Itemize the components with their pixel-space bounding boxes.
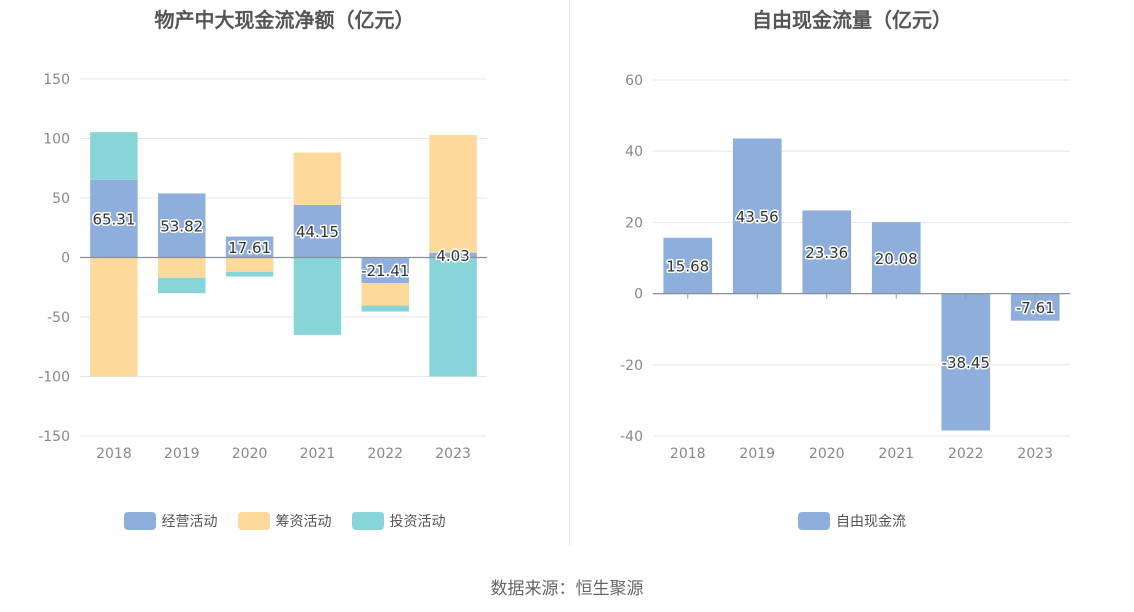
data-label: -21.41 <box>361 262 409 280</box>
bar-经营活动-2020 <box>225 236 274 258</box>
bar-投资活动-2020 <box>225 271 274 277</box>
y-tick-label: -20 <box>620 358 643 374</box>
x-tick-label: 2018 <box>670 446 706 462</box>
bar-经营活动-2023 <box>429 252 477 258</box>
legend-item[interactable]: 投资活动 <box>351 511 446 531</box>
bar-筹资活动-2020 <box>225 257 274 272</box>
bar-筹资活动-2019 <box>158 257 206 278</box>
data-label: 20.08 <box>875 250 918 268</box>
x-tick-label: 2019 <box>164 446 200 462</box>
y-tick-label: 60 <box>625 73 643 89</box>
bar-投资活动-2022 <box>361 305 409 312</box>
y-tick-label: -150 <box>38 429 70 445</box>
bar-投资活动-2019 <box>158 277 206 294</box>
free-cashflow-chart: -40 -20 0 20 40 60 2018 2019 2020 2021 2022 2023 15.… <box>620 73 1070 462</box>
bar-筹资活动-2022 <box>361 282 409 306</box>
cashflow-net-legend: 经营活动 筹资活动 投资活动 <box>0 511 569 531</box>
bar-筹资活动-2023 <box>429 134 477 253</box>
bar-投资活动-2018 <box>90 132 138 180</box>
legend-label: 筹资活动 <box>275 514 332 530</box>
y-tick-label: 150 <box>43 72 70 88</box>
x-tick-label: 2023 <box>1017 446 1053 462</box>
bar-投资活动-2023 <box>429 257 477 377</box>
legend-item[interactable]: 自由现金流 <box>798 511 906 531</box>
bar-经营活动-2021 <box>293 204 342 258</box>
bar-经营活动-2018 <box>90 179 138 258</box>
bar-自由现金流-2019 <box>732 138 782 294</box>
bar-自由现金流-2018 <box>663 237 713 294</box>
x-tick-label: 2020 <box>232 446 268 462</box>
data-label: 53.82 <box>160 217 203 235</box>
y-tick-label: -100 <box>38 370 70 386</box>
y-tick-label: 100 <box>43 132 70 148</box>
legend-item[interactable]: 经营活动 <box>123 511 218 531</box>
data-label: 44.15 <box>296 223 339 241</box>
legend-swatch <box>123 512 156 530</box>
bar-筹资活动-2018 <box>90 257 138 377</box>
legend-swatch <box>351 512 384 530</box>
data-label: 15.68 <box>666 258 709 276</box>
bar-经营活动-2019 <box>158 193 206 258</box>
y-tick-label: 50 <box>52 191 70 207</box>
x-tick-label: 2021 <box>878 446 914 462</box>
bar-经营活动-2022 <box>361 257 409 283</box>
free-cashflow-title: 自由现金流量（亿元） <box>752 8 952 32</box>
cashflow-net-chart: -150 -100 -50 0 50 100 150 2018 2019 2020 2021 2022… <box>38 72 487 462</box>
x-tick-label: 2020 <box>809 446 845 462</box>
data-label: 17.61 <box>228 239 271 257</box>
x-tick-label: 2023 <box>435 446 471 462</box>
legend-swatch <box>798 512 830 530</box>
y-tick-label: -50 <box>47 310 70 326</box>
x-tick-label: 2021 <box>300 446 336 462</box>
y-tick-label: 20 <box>625 215 643 231</box>
x-tick-label: 2022 <box>948 446 984 462</box>
data-label: 4.03 <box>436 247 469 265</box>
y-tick-label: 0 <box>61 251 70 267</box>
data-label: 43.56 <box>736 208 779 226</box>
data-source: 数据来源：恒生聚源 <box>490 579 644 599</box>
x-tick-label: 2019 <box>739 446 775 462</box>
bar-自由现金流-2022 <box>941 293 991 431</box>
data-label: -38.45 <box>942 354 990 372</box>
x-tick-label: 2018 <box>96 446 132 462</box>
x-tick-label: 2022 <box>367 446 403 462</box>
free-cashflow-legend: 自由现金流 <box>570 511 1134 531</box>
data-label: 23.36 <box>805 244 848 262</box>
bar-筹资活动-2021 <box>293 152 342 205</box>
bar-投资活动-2021 <box>293 257 342 335</box>
cashflow-net-panel: 物产中大现金流净额（亿元） -150 -100 -50 0 50 100 150 2018 20… <box>0 0 569 545</box>
y-tick-label: 0 <box>634 287 643 303</box>
data-label: 65.31 <box>92 211 135 229</box>
free-cashflow-panel: 自由现金流量（亿元） -40 -20 0 20 40 60 2018 2019 2020 2021… <box>570 0 1134 545</box>
panel-divider <box>569 0 570 545</box>
legend-label: 自由现金流 <box>836 514 906 530</box>
legend-label: 经营活动 <box>161 514 218 530</box>
legend-item[interactable]: 筹资活动 <box>237 511 332 531</box>
y-tick-label: 40 <box>625 144 643 160</box>
y-tick-label: -40 <box>620 429 643 445</box>
legend-label: 投资活动 <box>389 514 446 530</box>
cashflow-net-title: 物产中大现金流净额（亿元） <box>154 8 415 32</box>
legend-swatch <box>237 512 270 530</box>
bar-自由现金流-2021 <box>871 222 921 294</box>
data-label: -7.61 <box>1016 299 1055 317</box>
bar-自由现金流-2020 <box>802 210 852 294</box>
